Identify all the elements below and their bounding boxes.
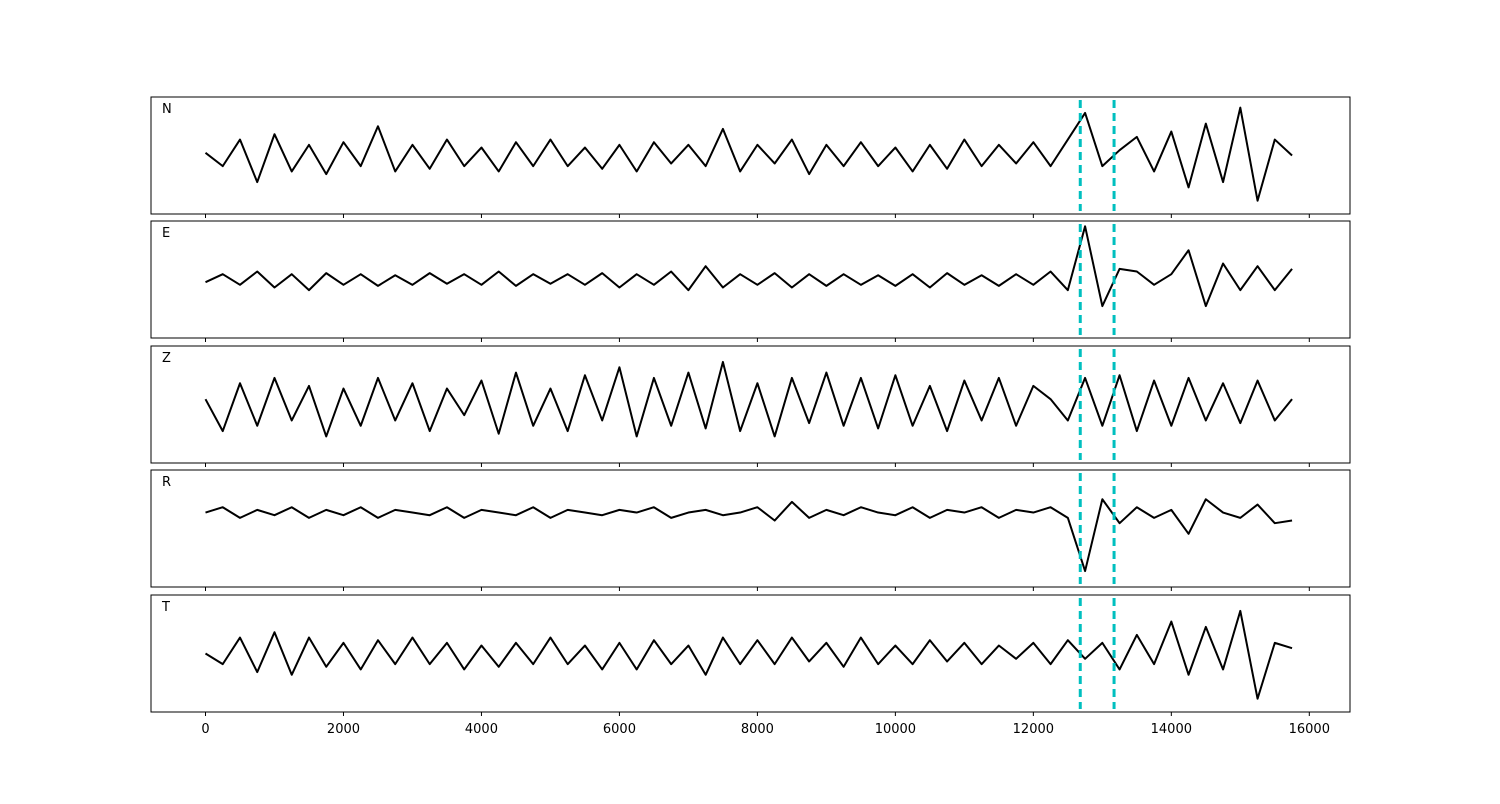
- x-tick-label: 4000: [465, 722, 498, 737]
- axes-frame: [150, 96, 1351, 215]
- panel-label: E: [162, 226, 170, 241]
- panel-label: Z: [162, 351, 171, 366]
- axes-frame: [150, 469, 1351, 588]
- panel-label: R: [162, 475, 171, 490]
- x-tick-label: 0: [201, 722, 209, 737]
- trace: [204, 106, 1293, 202]
- panel-label: T: [161, 600, 170, 615]
- axes-frame: [150, 345, 1351, 464]
- panel-label: N: [162, 102, 172, 117]
- x-tick-label: 14000: [1151, 722, 1192, 737]
- trace: [205, 225, 1293, 308]
- axes-frame: [150, 594, 1351, 713]
- trace: [205, 498, 1293, 573]
- trace: [204, 609, 1293, 700]
- axes-frame: [150, 220, 1351, 339]
- x-tick-label: 8000: [741, 722, 774, 737]
- x-tick-label: 12000: [1013, 722, 1054, 737]
- x-tick-label: 10000: [875, 722, 916, 737]
- trace: [204, 360, 1293, 438]
- x-tick-label: 6000: [603, 722, 636, 737]
- x-tick-label: 16000: [1289, 722, 1330, 737]
- x-tick-label: 2000: [327, 722, 360, 737]
